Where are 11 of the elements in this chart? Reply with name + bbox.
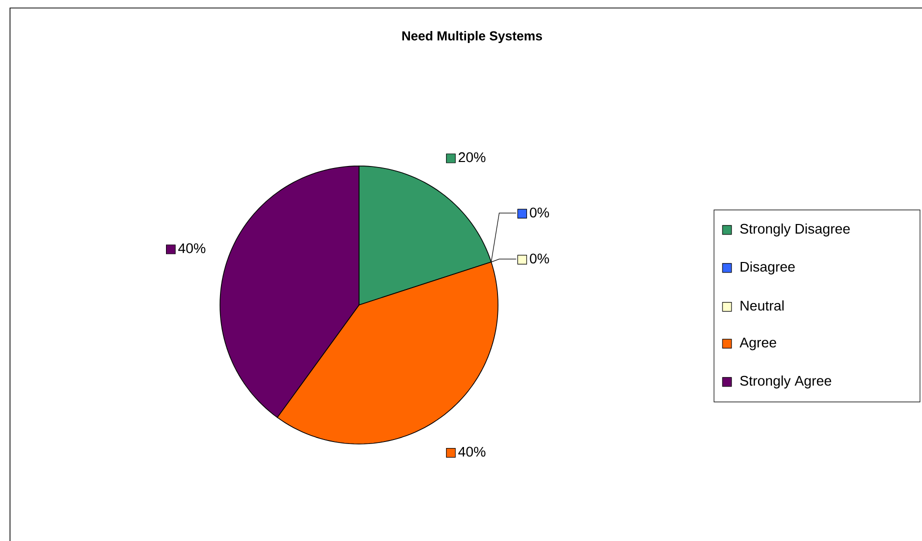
text: 0% [530,254,549,264]
text: 0% [530,208,549,218]
chart-title: Need Multiple Systems [402,30,542,44]
legend-label: Agree [740,338,776,350]
data-label: 40% [178,243,206,254]
data-label: 40% [458,446,486,457]
legend-label: Neutral [740,300,784,311]
legend-label: Disagree [740,261,795,274]
legend-label: Strongly Disagree [740,223,850,236]
legend-label: Strongly Agree [740,375,832,388]
data-label: 20% [458,152,486,162]
